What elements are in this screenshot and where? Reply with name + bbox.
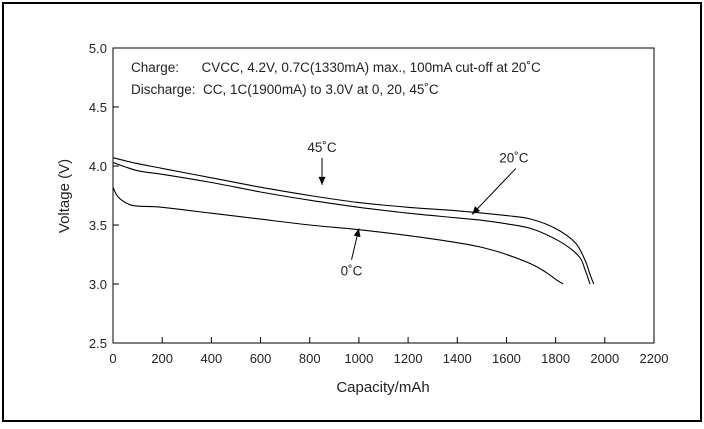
x-tick-label: 1400 <box>443 351 472 366</box>
y-tick-label: 3.0 <box>89 277 107 292</box>
x-tick-label: 400 <box>201 351 223 366</box>
series-label: 45˚C <box>307 140 337 155</box>
outer-border <box>2 2 702 422</box>
x-tick-label: 200 <box>151 351 173 366</box>
y-tick-label: 4.0 <box>89 159 107 174</box>
x-tick-label: 1000 <box>344 351 373 366</box>
y-tick-label: 4.5 <box>89 100 107 115</box>
x-tick-label: 2200 <box>640 351 669 366</box>
y-axis-label: Voltage (V) <box>56 159 73 233</box>
plot-area <box>112 47 655 344</box>
x-tick-label: 1600 <box>492 351 521 366</box>
x-tick-label: 0 <box>109 351 116 366</box>
x-tick-label: 2000 <box>590 351 619 366</box>
y-tick-label: 3.5 <box>89 218 107 233</box>
series-label-arrowhead <box>318 176 326 185</box>
annotation-discharge: Discharge: CC, 1C(1900mA) to 3.0V at 0, … <box>131 82 439 97</box>
series-label: 20˚C <box>499 150 529 165</box>
series-line-1 <box>112 161 591 285</box>
y-axis-ticks: 2.5 3.0 3.5 4.0 4.5 5.0 <box>89 41 119 351</box>
series-label-arrowhead <box>472 206 481 215</box>
y-tick-label: 5.0 <box>89 41 107 56</box>
series-label-arrow <box>471 168 517 215</box>
y-tick-label: 2.5 <box>89 336 107 351</box>
x-tick-label: 1800 <box>541 351 570 366</box>
x-tick-label: 600 <box>250 351 272 366</box>
x-axis-label: Capacity/mAh <box>336 379 429 396</box>
series-label: 0˚C <box>341 264 363 279</box>
series-labels: 45˚C 20˚C 0˚C <box>307 140 528 279</box>
x-tick-label: 800 <box>299 351 321 366</box>
series-label-arrowhead <box>353 228 361 238</box>
x-axis-ticks: 0 200 400 600 800 1000 1200 1400 1600 1800 2000 220… <box>109 337 668 366</box>
annotation-charge: Charge: CVCC, 4.2V, 0.7C(1330mA) max., 1… <box>131 60 541 75</box>
x-tick-label: 1200 <box>394 351 423 366</box>
series-line-0 <box>112 157 595 285</box>
